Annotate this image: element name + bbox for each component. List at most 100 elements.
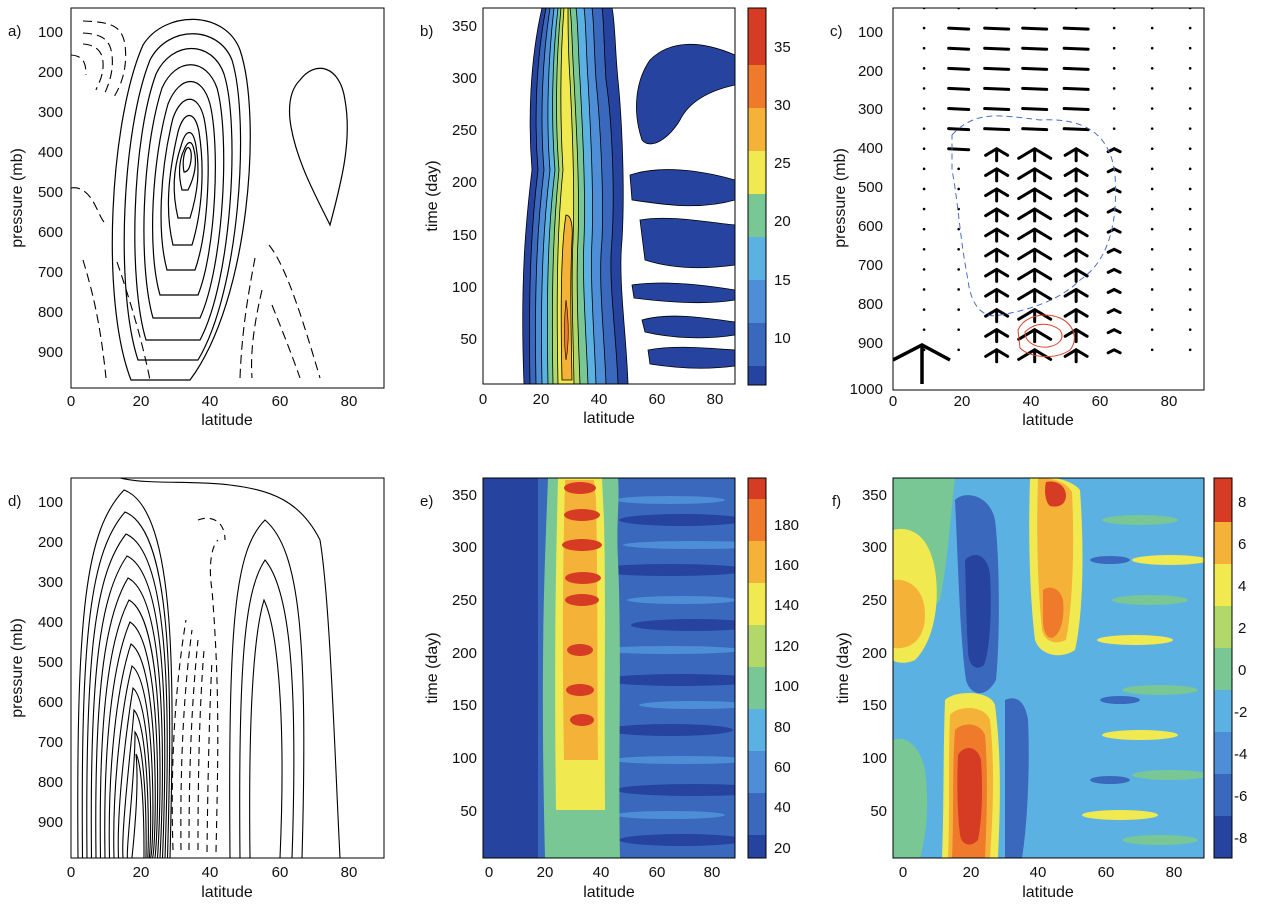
vector-arrow <box>1150 67 1154 70</box>
panel-c: c) 100 200 300 400 500 600 700 800 900 1… <box>830 7 1205 429</box>
vector-arrow <box>1063 187 1089 203</box>
vector-arrow <box>1188 247 1192 251</box>
contour-d-positive-second <box>229 519 305 858</box>
panel-e-label: e) <box>420 493 433 510</box>
vector-arrow <box>922 147 926 151</box>
vector-arrow <box>922 107 926 110</box>
vector-arrow <box>1017 247 1053 263</box>
field-stripe-f-neg <box>1090 556 1130 564</box>
vector-arrow <box>1063 307 1089 324</box>
svg-text:60: 60 <box>1098 864 1115 881</box>
vector-arrow <box>1063 348 1089 364</box>
scale-arrow <box>893 343 951 384</box>
vector-arrow <box>1062 127 1090 132</box>
vector-arrow <box>983 66 1011 71</box>
svg-text:700: 700 <box>38 734 63 751</box>
panel-f-yticks: 50 100 150 200 250 300 350 <box>862 487 887 820</box>
svg-text:250: 250 <box>452 122 477 139</box>
vector-arrow <box>1063 227 1089 243</box>
field-stripe-e <box>615 811 725 819</box>
svg-text:250: 250 <box>862 592 887 609</box>
vector-arrow <box>1063 267 1089 283</box>
vector-arrow <box>1021 127 1049 132</box>
vector-arrow <box>1063 327 1089 344</box>
svg-text:600: 600 <box>38 224 63 241</box>
svg-text:80: 80 <box>704 864 721 881</box>
svg-text:100: 100 <box>38 24 63 41</box>
vector-arrow <box>1188 227 1192 231</box>
vector-arrow <box>1017 207 1053 223</box>
svg-text:100: 100 <box>858 24 883 41</box>
contour-a-pos-7 <box>167 114 203 246</box>
vector-arrow <box>1017 227 1053 243</box>
vector-arrow <box>1017 287 1053 303</box>
svg-text:700: 700 <box>858 257 883 274</box>
vector-arrow <box>957 268 960 271</box>
panel-a-label: a) <box>8 23 21 40</box>
panel-f-colorbar-ticks: 8 6 4 2 0 -2 -4 -6 -8 <box>1234 494 1247 847</box>
svg-text:60: 60 <box>649 391 666 408</box>
svg-text:60: 60 <box>1092 393 1109 410</box>
field-stripe-e <box>623 541 735 549</box>
svg-text:160: 160 <box>774 557 799 574</box>
vector-arrow <box>1021 46 1049 51</box>
vector-arrow <box>922 207 926 211</box>
contour-a-neg-2 <box>82 32 113 96</box>
vector-arrow <box>922 167 926 171</box>
panel-c-label: c) <box>830 23 843 40</box>
vector-arrow <box>947 86 971 91</box>
vector-arrow <box>1021 86 1049 91</box>
svg-text:80: 80 <box>341 393 358 410</box>
vector-arrow <box>983 107 1011 112</box>
panel-e-field <box>483 478 735 858</box>
vector-arrow <box>1017 307 1053 324</box>
vector-arrow <box>1150 227 1154 231</box>
vector-arrow <box>984 146 1010 163</box>
contour-a-pos-1 <box>111 18 251 381</box>
panel-b-frame <box>482 7 736 385</box>
vector-arrow <box>1063 146 1089 163</box>
panel-a: a) <box>8 7 385 429</box>
svg-text:800: 800 <box>38 774 63 791</box>
vector-arrow <box>1062 66 1090 71</box>
contour-d-positive <box>104 621 159 858</box>
contour-d-positive <box>108 643 156 858</box>
band-b-east-4 <box>631 282 735 304</box>
vector-arrow <box>922 247 926 251</box>
svg-text:400: 400 <box>858 140 883 157</box>
svg-text:200: 200 <box>858 63 883 80</box>
svg-text:120: 120 <box>774 638 799 655</box>
svg-text:40: 40 <box>202 864 219 881</box>
vector-arrow <box>984 247 1010 263</box>
field-blob-e <box>564 482 596 494</box>
contour-a-neg-10 <box>251 289 263 379</box>
panel-d-xlabel: latitude <box>201 884 253 901</box>
contour-d-positive <box>77 489 173 858</box>
vector-arrow <box>983 86 1011 91</box>
svg-text:140: 140 <box>774 597 799 614</box>
band-f-green-bottom <box>893 738 928 858</box>
svg-text:0: 0 <box>67 864 75 881</box>
contour-a-pos-5 <box>152 80 216 296</box>
band-f-red-top <box>1045 481 1066 507</box>
contour-a-neg-4 <box>71 54 87 76</box>
vector-arrow <box>1017 327 1053 344</box>
svg-text:6: 6 <box>1238 536 1246 553</box>
vector-arrow <box>983 127 1011 132</box>
panel-d-yticks: 100 200 300 400 500 600 700 800 900 <box>38 494 63 831</box>
svg-text:60: 60 <box>272 393 289 410</box>
contour-a-neg-7 <box>116 261 151 381</box>
vector-arrow <box>1188 147 1192 151</box>
vector-arrow <box>922 328 926 331</box>
svg-text:80: 80 <box>774 719 791 736</box>
vector-arrow <box>984 348 1010 364</box>
field-blob-e <box>570 714 594 726</box>
vector-arrow <box>1150 107 1154 110</box>
contour-a-secondary-cell <box>288 67 348 227</box>
contour-d-neg-3 <box>188 639 199 851</box>
svg-text:0: 0 <box>485 864 493 881</box>
vector-arrow <box>957 167 960 171</box>
contour-d-positive <box>90 555 166 858</box>
svg-text:20: 20 <box>774 840 791 857</box>
panel-b-xlabel: latitude <box>583 410 635 427</box>
